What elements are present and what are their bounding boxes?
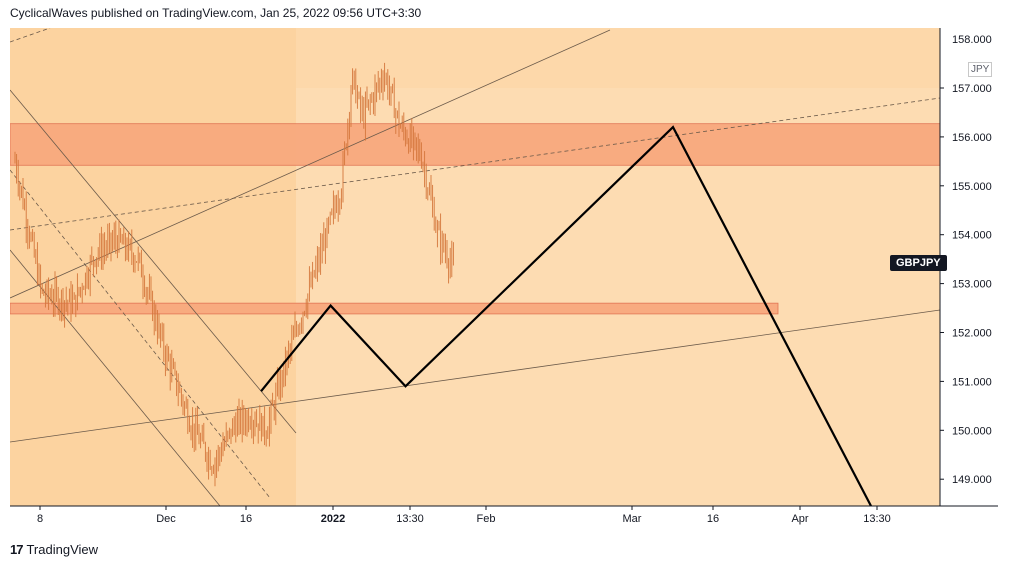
projection-zigzag xyxy=(260,125,872,507)
y-tick-label-partial: 158.000 xyxy=(952,34,992,46)
x-tick-label: 2022 xyxy=(321,513,345,525)
currency-label[interactable]: JPY xyxy=(968,62,993,77)
x-tick-label: 16 xyxy=(707,513,719,525)
y-tick-label: 155.000 xyxy=(952,181,992,193)
rising-trendline-lower xyxy=(10,309,941,443)
footer-brand[interactable]: TradingView xyxy=(26,542,99,557)
x-axis-ticks: 8 Dec 16 2022 13:30 Feb Mar 16 Apr 13:30 xyxy=(37,506,891,525)
chart-area[interactable]: 149.000 150.000 151.000 152.000 153.000 154.0… xyxy=(10,28,998,536)
x-tick-label: Feb xyxy=(477,513,496,525)
support-zone xyxy=(10,302,779,315)
rising-trendline-upper xyxy=(10,29,611,299)
tradingview-logo-icon[interactable]: 17 xyxy=(10,542,24,557)
y-tick-label: 152.000 xyxy=(952,328,992,340)
chart-svg: 149.000 150.000 151.000 152.000 153.000 154.0… xyxy=(10,28,998,525)
footer: 17 TradingView xyxy=(10,542,98,557)
dashed-trendline xyxy=(10,97,941,231)
symbol-price-tag: GBPJPY xyxy=(890,255,947,271)
x-tick-label: 8 xyxy=(37,513,43,525)
price-candles xyxy=(14,62,454,487)
x-tick-label: Mar xyxy=(623,513,642,525)
y-tick-label: 157.000 xyxy=(952,83,992,95)
y-tick-label: 149.000 xyxy=(952,474,992,486)
x-tick-label: Apr xyxy=(791,513,808,525)
publish-header: CyclicalWaves published on TradingView.c… xyxy=(10,6,422,20)
x-tick-label: 16 xyxy=(240,513,252,525)
x-tick-label: 13:30 xyxy=(396,513,424,525)
y-tick-label: 151.000 xyxy=(952,376,992,388)
top-shaded-band xyxy=(10,28,940,88)
y-tick-label: 150.000 xyxy=(952,425,992,437)
y-tick-label: 153.000 xyxy=(952,279,992,291)
top-dashed-line xyxy=(10,28,51,43)
y-axis-ticks: 149.000 150.000 151.000 152.000 153.000 154.0… xyxy=(940,34,992,486)
trendlines xyxy=(10,28,941,507)
y-tick-label: 156.000 xyxy=(952,132,992,144)
channel-upper-line xyxy=(10,89,297,434)
x-tick-label: Dec xyxy=(156,513,176,525)
x-tick-label: 13:30 xyxy=(863,513,891,525)
resistance-zone xyxy=(10,123,941,166)
y-tick-label: 154.000 xyxy=(952,230,992,242)
